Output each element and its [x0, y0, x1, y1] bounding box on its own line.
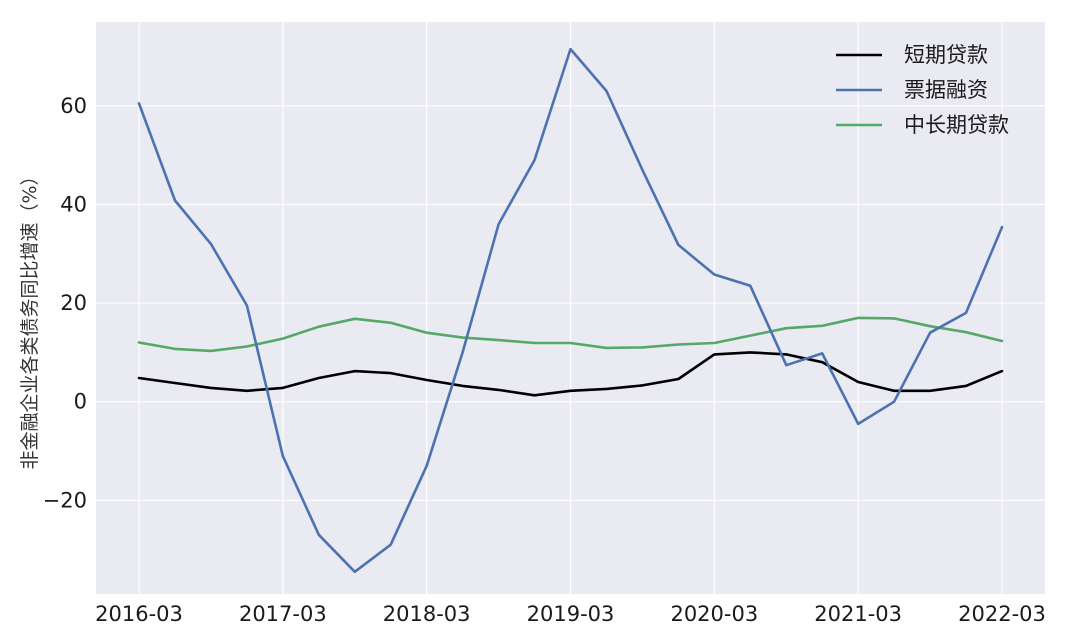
y-tick-label: 40 [60, 192, 87, 216]
legend-label: 中长期贷款 [904, 113, 1009, 137]
y-tick-label: −20 [43, 488, 87, 512]
x-tick-label: 2022-03 [958, 602, 1046, 626]
y-tick-label: 0 [74, 390, 87, 414]
x-tick-labels: 2016-03 2017-03 2018-03 2019-03 2020-03 2021-… [95, 602, 1046, 626]
series-lines [137, 47, 1004, 574]
x-tick-label: 2018-03 [383, 602, 471, 626]
x-tick-label: 2016-03 [95, 602, 183, 626]
grid-lines [96, 22, 1045, 594]
legend-label: 短期贷款 [904, 43, 988, 67]
y-tick-label: 20 [60, 291, 87, 315]
series-line [137, 316, 1004, 353]
y-tick-label: 60 [60, 94, 87, 118]
x-tick-label: 2017-03 [239, 602, 327, 626]
series-line [137, 47, 1004, 574]
x-tick-label: 2020-03 [670, 602, 758, 626]
legend-label: 票据融资 [904, 78, 988, 102]
y-axis-label: 非金融企业各类债务同比增速（%） [19, 166, 41, 469]
series-line [137, 351, 1004, 397]
x-tick-label: 2019-03 [527, 602, 615, 626]
x-tick-label: 2021-03 [814, 602, 902, 626]
y-tick-labels: −20 0 20 40 60 [43, 94, 87, 512]
